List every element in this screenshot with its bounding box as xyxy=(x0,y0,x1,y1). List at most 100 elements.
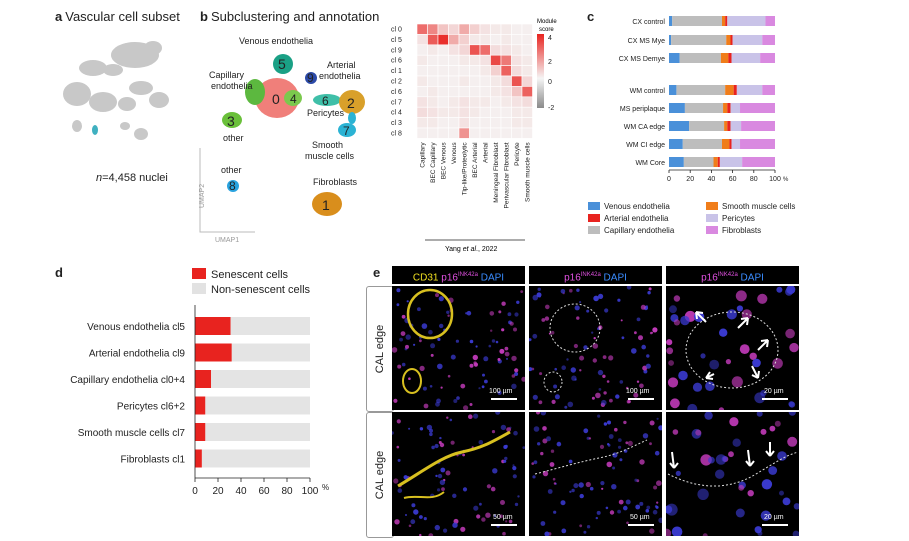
label-other: other xyxy=(221,165,242,175)
heatmap-row-label: cl 5 xyxy=(391,37,402,44)
heatmap-cell xyxy=(437,44,449,56)
heatmap-cell xyxy=(490,44,502,56)
heatmap-colorbar xyxy=(537,34,544,108)
heatmap-cell xyxy=(479,106,491,118)
stacked-bar-segment xyxy=(740,103,775,113)
nuclei-count: n=4,458 nuclei xyxy=(96,172,168,184)
stacked-bar-segment xyxy=(684,103,724,113)
heatmap-cell xyxy=(437,54,449,66)
panel-e-letter: e xyxy=(373,265,381,280)
micrograph-p16-bottom xyxy=(529,412,662,536)
stacked-bar-segment xyxy=(730,121,742,131)
umap-y-label: UMAP2 xyxy=(199,184,206,208)
heatmap-cell xyxy=(490,23,502,35)
heatmap-col-label: BEC Arterial xyxy=(472,142,479,178)
bar-category-label: Venous endothelia cl5 xyxy=(87,322,185,333)
heatmap-cell xyxy=(521,86,533,98)
heatmap-cell xyxy=(458,86,470,98)
heatmap-cell xyxy=(490,117,502,129)
heatmap-cell xyxy=(479,117,491,129)
senescence-bar-chart: Venous endothelia cl5 Arterial endothelia… xyxy=(70,305,329,497)
subcluster-umap: 0 1 2 3 4 5 6 7 8 9 Venous endothelia Ar… xyxy=(199,36,365,244)
stacked-bar-segment xyxy=(741,121,775,131)
legend-item: Arterial endothelia xyxy=(588,214,668,223)
label-capillary: endothelia xyxy=(211,81,253,91)
heatmap-cell xyxy=(458,44,470,56)
heatmap-cell xyxy=(511,23,523,35)
heatmap-cell xyxy=(469,75,481,87)
stacked-bar-segment xyxy=(689,121,725,131)
stacked-bar-segment xyxy=(740,139,775,149)
heatmap-cell xyxy=(490,96,502,108)
heatmap-cell xyxy=(427,23,439,35)
heatmap-cell xyxy=(437,117,449,129)
heatmap-cell xyxy=(437,86,449,98)
heatmap-cell xyxy=(427,127,439,139)
bar-category-label: CX MS Mye xyxy=(628,38,665,45)
legend-senescent: Senescent cells xyxy=(192,268,288,281)
label-smooth: muscle cells xyxy=(305,151,355,161)
heatmap-cell xyxy=(427,75,439,87)
label-other: other xyxy=(223,133,244,143)
heatmap-cell xyxy=(469,106,481,118)
heatmap-legend-title: Module xyxy=(537,19,557,25)
stacked-bar-segment xyxy=(205,396,310,415)
stacked-bar-segment xyxy=(211,370,310,388)
heatmap-cell xyxy=(500,44,512,56)
heatmap-row-label: cl 6 xyxy=(391,58,402,65)
x-tick-label: 0 xyxy=(667,176,671,183)
heatmap-cell xyxy=(416,96,428,108)
heatmap-cell xyxy=(511,34,523,46)
label-arterial: endothelia xyxy=(319,71,361,81)
stacked-bar-segment xyxy=(733,85,737,95)
heatmap-cell xyxy=(448,106,460,118)
heatmap-cell xyxy=(500,34,512,46)
stacked-bar-segment xyxy=(725,85,734,95)
heatmap-cell xyxy=(448,65,460,77)
legend-swatch xyxy=(588,214,600,222)
heatmap-cell xyxy=(490,34,502,46)
heatmap-cell xyxy=(458,65,470,77)
heatmap-cell xyxy=(469,23,481,35)
header-cd31-p16-dapi: CD31 p16INK42a DAPI xyxy=(392,266,525,284)
stacked-bar-segment xyxy=(195,343,232,362)
heatmap-cell xyxy=(458,127,470,139)
heatmap-cell xyxy=(479,96,491,108)
stacked-bar-segment xyxy=(732,35,763,45)
heatmap-row-label: cl 4 xyxy=(391,110,402,117)
stacked-bar-segment xyxy=(195,317,231,335)
micrograph-cd31-bottom xyxy=(392,412,525,536)
micrograph-cd31-top xyxy=(392,286,525,410)
heatmap-cell xyxy=(427,65,439,77)
label-capillary: Capillary xyxy=(209,70,245,80)
heatmap-cell xyxy=(479,86,491,98)
stacked-bar-segment xyxy=(231,343,310,362)
non-senescent-swatch xyxy=(192,283,206,294)
heatmap-cell xyxy=(427,34,439,46)
heatmap-cell xyxy=(479,54,491,66)
bar-category-label: Pericytes cl6+2 xyxy=(117,402,186,413)
x-tick-label: 60 xyxy=(258,486,270,497)
panel-d-letter: d xyxy=(55,265,63,280)
stacked-bar-segment xyxy=(731,53,761,63)
heatmap-row-label: cl 8 xyxy=(391,131,402,138)
heatmap-cell xyxy=(521,96,533,108)
header-p16-dapi-zoom: p16INK42a DAPI xyxy=(666,266,799,284)
legend-swatch xyxy=(706,214,718,222)
stacked-bar-segment xyxy=(669,16,673,26)
stacked-bar-segment xyxy=(762,85,775,95)
heatmap-cell xyxy=(511,86,523,98)
bar-category-label: WM CI edge xyxy=(626,142,665,149)
x-tick-label: 40 xyxy=(708,176,716,183)
scalebar-label: 20 µm xyxy=(764,388,784,395)
heatmap-cell xyxy=(469,34,481,46)
scalebar-label: 50 µm xyxy=(493,514,513,521)
x-tick-label: 100 xyxy=(302,486,319,497)
heatmap-cell xyxy=(500,54,512,66)
stacked-bar-segment xyxy=(731,139,741,149)
header-p16-dapi: p16INK42a DAPI xyxy=(529,266,662,284)
heatmap-cell xyxy=(500,127,512,139)
cluster-number: 7 xyxy=(343,124,350,138)
heatmap-cell xyxy=(469,54,481,66)
label-pericytes: Pericytes xyxy=(307,108,345,118)
